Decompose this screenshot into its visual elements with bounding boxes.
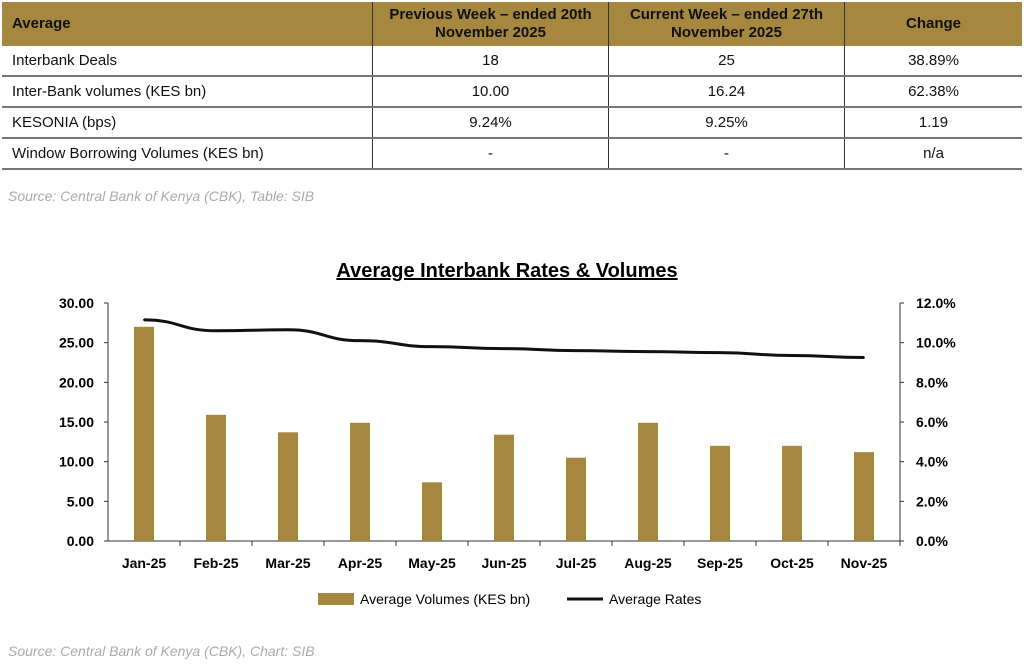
x-tick-label: May-25	[408, 555, 456, 571]
header-cell: Average	[2, 2, 373, 46]
header-cell: Previous Week – ended 20th November 2025	[372, 2, 609, 46]
table-cell: 25	[608, 46, 845, 77]
table-cell: 9.25%	[608, 107, 845, 139]
volume-bar	[566, 457, 586, 541]
table-cell: 18	[372, 46, 609, 77]
volume-bar	[494, 434, 514, 541]
rate-point	[575, 349, 577, 352]
rate-point	[287, 328, 289, 331]
table-cell: Inter-Bank volumes (KES bn)	[2, 76, 373, 108]
y2-tick-label: 6.0%	[916, 414, 948, 430]
header-cell: Current Week – ended 27th November 2025	[608, 2, 845, 46]
rate-point	[503, 347, 505, 350]
table-header-row: Average Previous Week – ended 20th Novem…	[2, 2, 1022, 46]
x-tick-label: Mar-25	[265, 555, 310, 571]
volume-bar	[134, 326, 154, 541]
x-tick-label: Aug-25	[624, 555, 672, 571]
table-cell: Interbank Deals	[2, 46, 373, 77]
y2-tick-label: 12.0%	[916, 295, 956, 311]
table-cell: 10.00	[372, 76, 609, 108]
interbank-table: Average Previous Week – ended 20th Novem…	[2, 2, 1022, 170]
table-cell: 16.24	[608, 76, 845, 108]
volume-bar	[350, 422, 370, 541]
legend-bar-swatch	[318, 593, 354, 605]
legend-rates: Average Rates	[609, 591, 701, 607]
table-row: Inter-Bank volumes (KES bn) 10.00 16.24 62.…	[2, 76, 1022, 108]
table-source: Source: Central Bank of Kenya (CBK), Tab…	[8, 188, 315, 204]
rate-point	[143, 318, 145, 321]
y-tick-label: 10.00	[59, 454, 94, 470]
rate-point	[431, 345, 433, 348]
table-cell: 9.24%	[372, 107, 609, 139]
y-tick-label: 5.00	[67, 493, 94, 509]
interbank-chart: Average Interbank Rates & Volumes 0.00 0.0…	[59, 260, 956, 607]
x-tick-label: Apr-25	[338, 555, 383, 571]
table-cell: n/a	[844, 138, 1022, 170]
table-row: KESONIA (bps) 9.24% 9.25% 1.19	[2, 107, 1022, 139]
volume-bar	[638, 422, 658, 541]
volume-bar	[710, 445, 730, 541]
y-tick-label: 25.00	[59, 335, 94, 351]
y-tick-label: 15.00	[59, 414, 94, 430]
y-tick-label: 20.00	[59, 374, 94, 390]
volume-bar	[278, 432, 298, 541]
x-tick-label: Sep-25	[697, 555, 743, 571]
table-cell: -	[608, 138, 845, 170]
x-tick-label: Jan-25	[122, 555, 167, 571]
y2-tick-label: 4.0%	[916, 454, 948, 470]
x-tick-label: Feb-25	[193, 555, 238, 571]
y2-tick-label: 8.0%	[916, 374, 948, 390]
table-cell: 62.38%	[844, 76, 1022, 108]
volume-bar	[782, 445, 802, 541]
x-tick-label: Jun-25	[481, 555, 526, 571]
table-cell: -	[372, 138, 609, 170]
x-tick-label: Nov-25	[841, 555, 888, 571]
volume-bar	[854, 452, 874, 541]
y2-tick-label: 2.0%	[916, 493, 948, 509]
volume-bar	[206, 414, 226, 541]
x-tick-label: Jul-25	[556, 555, 597, 571]
rates-line	[143, 318, 865, 360]
y2-tick-label: 10.0%	[916, 335, 956, 351]
table-row: Interbank Deals 18 25 38.89%	[2, 46, 1022, 77]
chart-source: Source: Central Bank of Kenya (CBK), Cha…	[8, 643, 315, 659]
x-tick-label: Oct-25	[770, 555, 814, 571]
rate-point	[215, 329, 217, 332]
header-cell: Change	[844, 2, 1022, 46]
rate-point	[863, 356, 865, 359]
rate-point	[647, 350, 649, 353]
chart-title: Average Interbank Rates & Volumes	[336, 260, 677, 282]
legend-volumes: Average Volumes (KES bn)	[360, 591, 530, 607]
table-cell: Window Borrowing Volumes (KES bn)	[2, 138, 373, 170]
table-cell: 38.89%	[844, 46, 1022, 77]
rate-point	[359, 339, 361, 342]
table-cell: KESONIA (bps)	[2, 107, 373, 139]
volume-bar	[422, 482, 442, 541]
rate-point	[719, 351, 721, 354]
y2-tick-label: 0.0%	[916, 533, 948, 549]
table-row: Window Borrowing Volumes (KES bn) - - n/a	[2, 138, 1022, 170]
y-tick-label: 0.00	[67, 533, 94, 549]
table-cell: 1.19	[844, 107, 1022, 139]
rate-point	[791, 354, 793, 357]
y-tick-label: 30.00	[59, 295, 94, 311]
